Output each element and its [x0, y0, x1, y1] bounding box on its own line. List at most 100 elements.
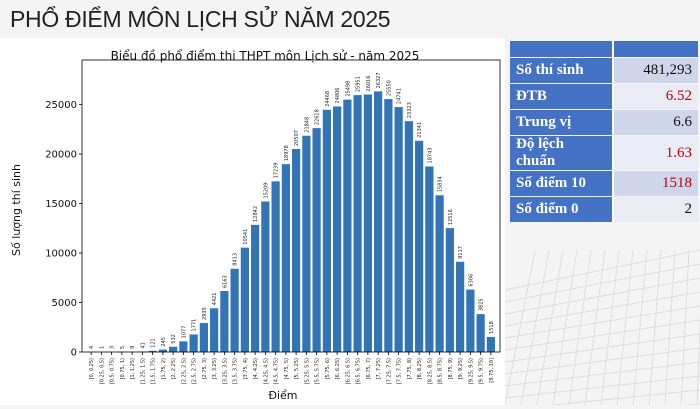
y-tick-label: 5000	[52, 298, 77, 309]
stat-value: 6.52	[614, 84, 698, 109]
bar-data-label: 22618	[315, 109, 321, 125]
x-tick-label: [9.25, 9.5)	[468, 358, 474, 384]
bar-data-label: 1	[99, 346, 105, 349]
x-tick-label: [7.25, 7.5)	[386, 358, 392, 384]
bar-data-label: 24741	[397, 88, 403, 104]
x-tick-label: [2.5, 2.75)	[192, 358, 198, 384]
stat-value: 2	[614, 197, 698, 222]
stat-value: 1.63	[614, 136, 698, 170]
x-tick-label: [2, 2.25)	[171, 358, 177, 379]
stat-label: Độ lệch chuẩn	[510, 136, 614, 170]
bar	[323, 110, 331, 352]
bar	[395, 107, 403, 352]
x-tick-label: [5.5, 5.75)	[315, 358, 321, 384]
bar	[374, 91, 382, 352]
chart-figure: Biểu đồ phổ điểm thi THPT môn Lịch sử - …	[0, 38, 505, 405]
bar-data-label: 3	[110, 346, 116, 349]
y-axis-label: Số lượng thí sinh	[10, 164, 23, 256]
x-tick-label: [8, 8.25)	[417, 358, 423, 379]
bar	[200, 323, 208, 352]
stat-label: Số thí sinh	[510, 58, 614, 83]
x-tick-label: [7.75, 8)	[407, 358, 413, 379]
bar-data-label: 17239	[274, 162, 280, 178]
y-tick-label: 15000	[45, 199, 77, 210]
x-tick-label: [0.5, 0.75)	[110, 358, 116, 384]
bar-data-label: 26016	[366, 76, 372, 92]
bar-data-label: 9	[130, 346, 136, 349]
bar-data-label: 2935	[202, 307, 208, 320]
stat-label: Trung vị	[510, 110, 614, 135]
bar	[384, 99, 392, 352]
x-tick-label: [1.5, 1.75)	[151, 358, 157, 384]
bar-data-label: 21341	[417, 122, 423, 138]
stats-header-row	[510, 41, 698, 57]
bar	[425, 166, 433, 352]
bar-data-label: 10541	[243, 229, 249, 245]
bar	[302, 136, 310, 352]
bar	[241, 248, 249, 352]
bar-data-label: 245	[161, 337, 167, 347]
bar	[456, 262, 464, 352]
x-tick-label: [2.25, 2.5)	[181, 358, 187, 384]
x-tick-label: [2.75, 3)	[202, 358, 208, 379]
bar-data-label: 532	[171, 334, 177, 344]
x-tick-label: [8.75, 9)	[448, 358, 454, 379]
bar-data-label: 3825	[479, 298, 485, 311]
x-tick-label: [5, 5.25)	[294, 358, 300, 379]
bar	[231, 269, 239, 352]
bar-data-label: 12842	[253, 206, 259, 222]
x-tick-label: [3.25, 3.5)	[222, 358, 228, 384]
y-tick-label: 10000	[45, 249, 77, 260]
bar	[415, 141, 423, 352]
bar-data-label: 1771	[192, 319, 198, 332]
x-tick-label: [6.75, 7)	[366, 358, 372, 379]
x-tick-label: [4.75, 5)	[284, 358, 290, 379]
bar	[169, 347, 177, 352]
x-tick-label: [0.75, 1)	[120, 358, 126, 379]
header-cell	[510, 41, 614, 57]
bar	[190, 334, 198, 352]
bar-data-label: 25498	[345, 81, 351, 97]
bar	[333, 106, 341, 352]
stat-value: 481,293	[614, 58, 698, 83]
bar	[179, 341, 187, 352]
bar	[364, 94, 372, 352]
bar	[292, 149, 300, 352]
stat-value: 6.6	[614, 110, 698, 135]
bar-chart: Biểu đồ phổ điểm thi THPT môn Lịch sử - …	[0, 38, 505, 405]
x-tick-label: [8.5, 8.75)	[438, 358, 444, 384]
x-tick-label: [6.25, 6.5)	[345, 358, 351, 384]
x-tick-label: [4.5, 4.75)	[274, 358, 280, 384]
x-tick-label: [0.25, 0.5)	[99, 358, 105, 384]
bar	[313, 128, 321, 352]
x-tick-label: [1.75, 2)	[161, 358, 167, 379]
bar-data-label: 6163	[222, 275, 228, 288]
bar-data-label: 21848	[304, 117, 310, 133]
x-tick-label: [3, 3.25)	[212, 358, 218, 379]
x-tick-label: [6.5, 6.75)	[356, 358, 362, 384]
x-tick-label: [5.25, 5.5)	[304, 358, 310, 384]
bar-data-label: 25951	[356, 76, 362, 92]
bar-data-label: 4421	[212, 293, 218, 306]
decorative-grid	[505, 230, 700, 405]
x-axis-label: Điểm	[268, 389, 297, 402]
bar-data-label: 4	[89, 346, 95, 349]
bar-data-label: 15834	[438, 176, 444, 192]
x-tick-label: [3.75, 4)	[243, 358, 249, 379]
bar	[436, 195, 444, 352]
x-tick-label: [9, 9.25)	[458, 358, 464, 379]
stat-label: Số điểm 0	[510, 197, 614, 222]
bar	[282, 164, 290, 352]
y-tick-label: 0	[71, 348, 77, 359]
bar-data-label: 25550	[386, 80, 392, 96]
bar	[210, 308, 218, 352]
bar-data-label: 23323	[407, 102, 413, 118]
bar	[272, 181, 280, 352]
header-cell	[614, 41, 698, 57]
